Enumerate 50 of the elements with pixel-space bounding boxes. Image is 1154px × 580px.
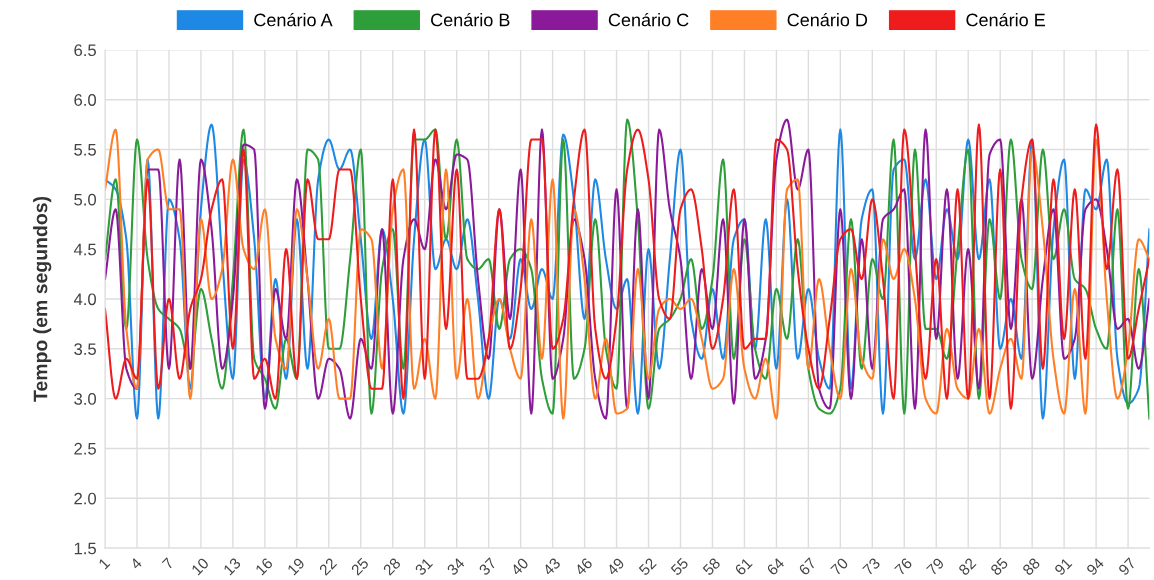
x-tick-label: 55 bbox=[670, 557, 689, 576]
x-tick-label: 94 bbox=[1085, 557, 1105, 576]
y-tick-label: 3.5 bbox=[74, 343, 96, 356]
x-tick-label: 52 bbox=[638, 557, 657, 576]
y-tick-label: 5.0 bbox=[74, 193, 97, 206]
y-tick-label: 6.5 bbox=[74, 44, 96, 57]
x-tick-label: 88 bbox=[1021, 557, 1041, 576]
x-tick-label: 31 bbox=[414, 557, 434, 576]
x-tick-label: 13 bbox=[222, 557, 242, 576]
y-tick-label: 4.5 bbox=[73, 243, 96, 256]
y-tick-label: 1.5 bbox=[74, 542, 96, 555]
x-tick-label: 28 bbox=[382, 557, 402, 576]
x-tick-label: 25 bbox=[350, 557, 370, 576]
legend-label: Cenário D bbox=[787, 12, 868, 27]
x-tick-label: 37 bbox=[478, 557, 498, 576]
x-tick-label: 73 bbox=[862, 557, 881, 576]
x-tick-label: 91 bbox=[1053, 557, 1073, 576]
x-tick-label: 1 bbox=[98, 557, 111, 570]
x-tick-label: 61 bbox=[734, 557, 753, 576]
x-tick-label: 19 bbox=[286, 557, 306, 576]
x-tick-label: 16 bbox=[254, 557, 274, 576]
x-tick-label: 7 bbox=[161, 557, 175, 570]
x-tick-label: 97 bbox=[1117, 557, 1137, 576]
x-tick-label: 4 bbox=[129, 557, 143, 571]
x-tick-label: 67 bbox=[798, 557, 817, 576]
x-tick-label: 34 bbox=[446, 557, 466, 576]
x-tick-label: 58 bbox=[702, 557, 721, 576]
y-tick-label: 6.0 bbox=[74, 94, 97, 106]
x-tick-label: 49 bbox=[606, 557, 625, 577]
y-tick-label: 4.0 bbox=[73, 293, 97, 306]
x-tick-label: 70 bbox=[830, 557, 849, 576]
y-tick-label: 2.5 bbox=[74, 442, 96, 455]
y-axis-title: Tempo (em segundos) bbox=[33, 196, 52, 402]
x-tick-label: 82 bbox=[957, 557, 977, 576]
y-tick-label: 3.0 bbox=[74, 393, 97, 405]
x-tick-label: 79 bbox=[926, 557, 945, 576]
legend-label: Cenário B bbox=[431, 12, 510, 27]
x-tick-label: 43 bbox=[542, 557, 562, 577]
x-tick-label: 85 bbox=[989, 557, 1009, 576]
legend-label: Cenário A bbox=[254, 12, 333, 27]
legend-label: Cenário C bbox=[608, 12, 689, 27]
x-tick-label: 64 bbox=[766, 557, 785, 576]
x-tick-label: 40 bbox=[510, 557, 530, 577]
x-tick-label: 22 bbox=[318, 557, 338, 576]
y-tick-label: 5.5 bbox=[74, 144, 96, 156]
y-tick-label: 2.0 bbox=[74, 492, 97, 505]
x-tick-label: 46 bbox=[574, 557, 594, 577]
x-tick-label: 76 bbox=[894, 557, 913, 576]
legend-label: Cenário E bbox=[966, 12, 1045, 27]
x-tick-label: 10 bbox=[190, 557, 210, 576]
